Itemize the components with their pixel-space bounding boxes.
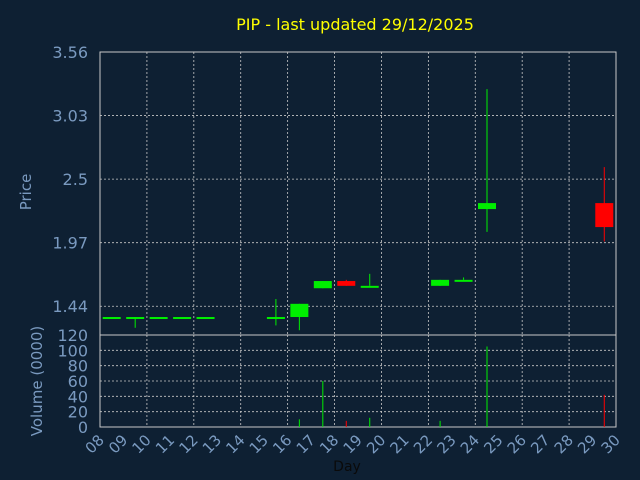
x-axis-label: Day xyxy=(333,459,361,475)
volume-tick-label: 80 xyxy=(68,357,88,376)
price-tick-label: 3.03 xyxy=(52,107,88,126)
candle-body xyxy=(102,317,121,320)
volume-tick-label: 20 xyxy=(68,403,88,422)
candle-body xyxy=(337,281,356,286)
candle-body xyxy=(360,285,379,288)
candle-body xyxy=(173,317,192,320)
volume-axis-label: Volume (0000) xyxy=(28,326,46,436)
candle-body xyxy=(478,203,496,210)
volume-tick-label: 0 xyxy=(78,418,88,437)
price-tick-label: 1.44 xyxy=(52,297,88,316)
price-tick-label: 3.56 xyxy=(52,43,88,62)
candle-body xyxy=(313,281,332,289)
candle-body xyxy=(290,303,309,318)
volume-tick-label: 40 xyxy=(68,387,88,406)
candle-body xyxy=(266,317,285,320)
price-axis-label: Price xyxy=(17,174,35,211)
volume-tick-label: 100 xyxy=(57,341,88,360)
candle-body xyxy=(126,317,145,320)
candle-body xyxy=(454,279,473,282)
chart-title: PIP - last updated 29/12/2025 xyxy=(236,15,474,34)
price-panel: 1.44 1.97 2.5 3.03 3.56 xyxy=(52,43,617,336)
x-axis: 0809101112131415161718192021222324252627… xyxy=(82,431,624,457)
price-tick-label: 2.5 xyxy=(63,170,88,189)
price-tick-label: 1.97 xyxy=(52,234,88,253)
candle-body xyxy=(431,279,450,286)
candle-body xyxy=(595,203,614,228)
candle-body xyxy=(196,317,215,320)
candle-body xyxy=(149,317,168,320)
volume-tick-label: 120 xyxy=(57,326,88,345)
volume-tick-label: 60 xyxy=(68,372,88,391)
